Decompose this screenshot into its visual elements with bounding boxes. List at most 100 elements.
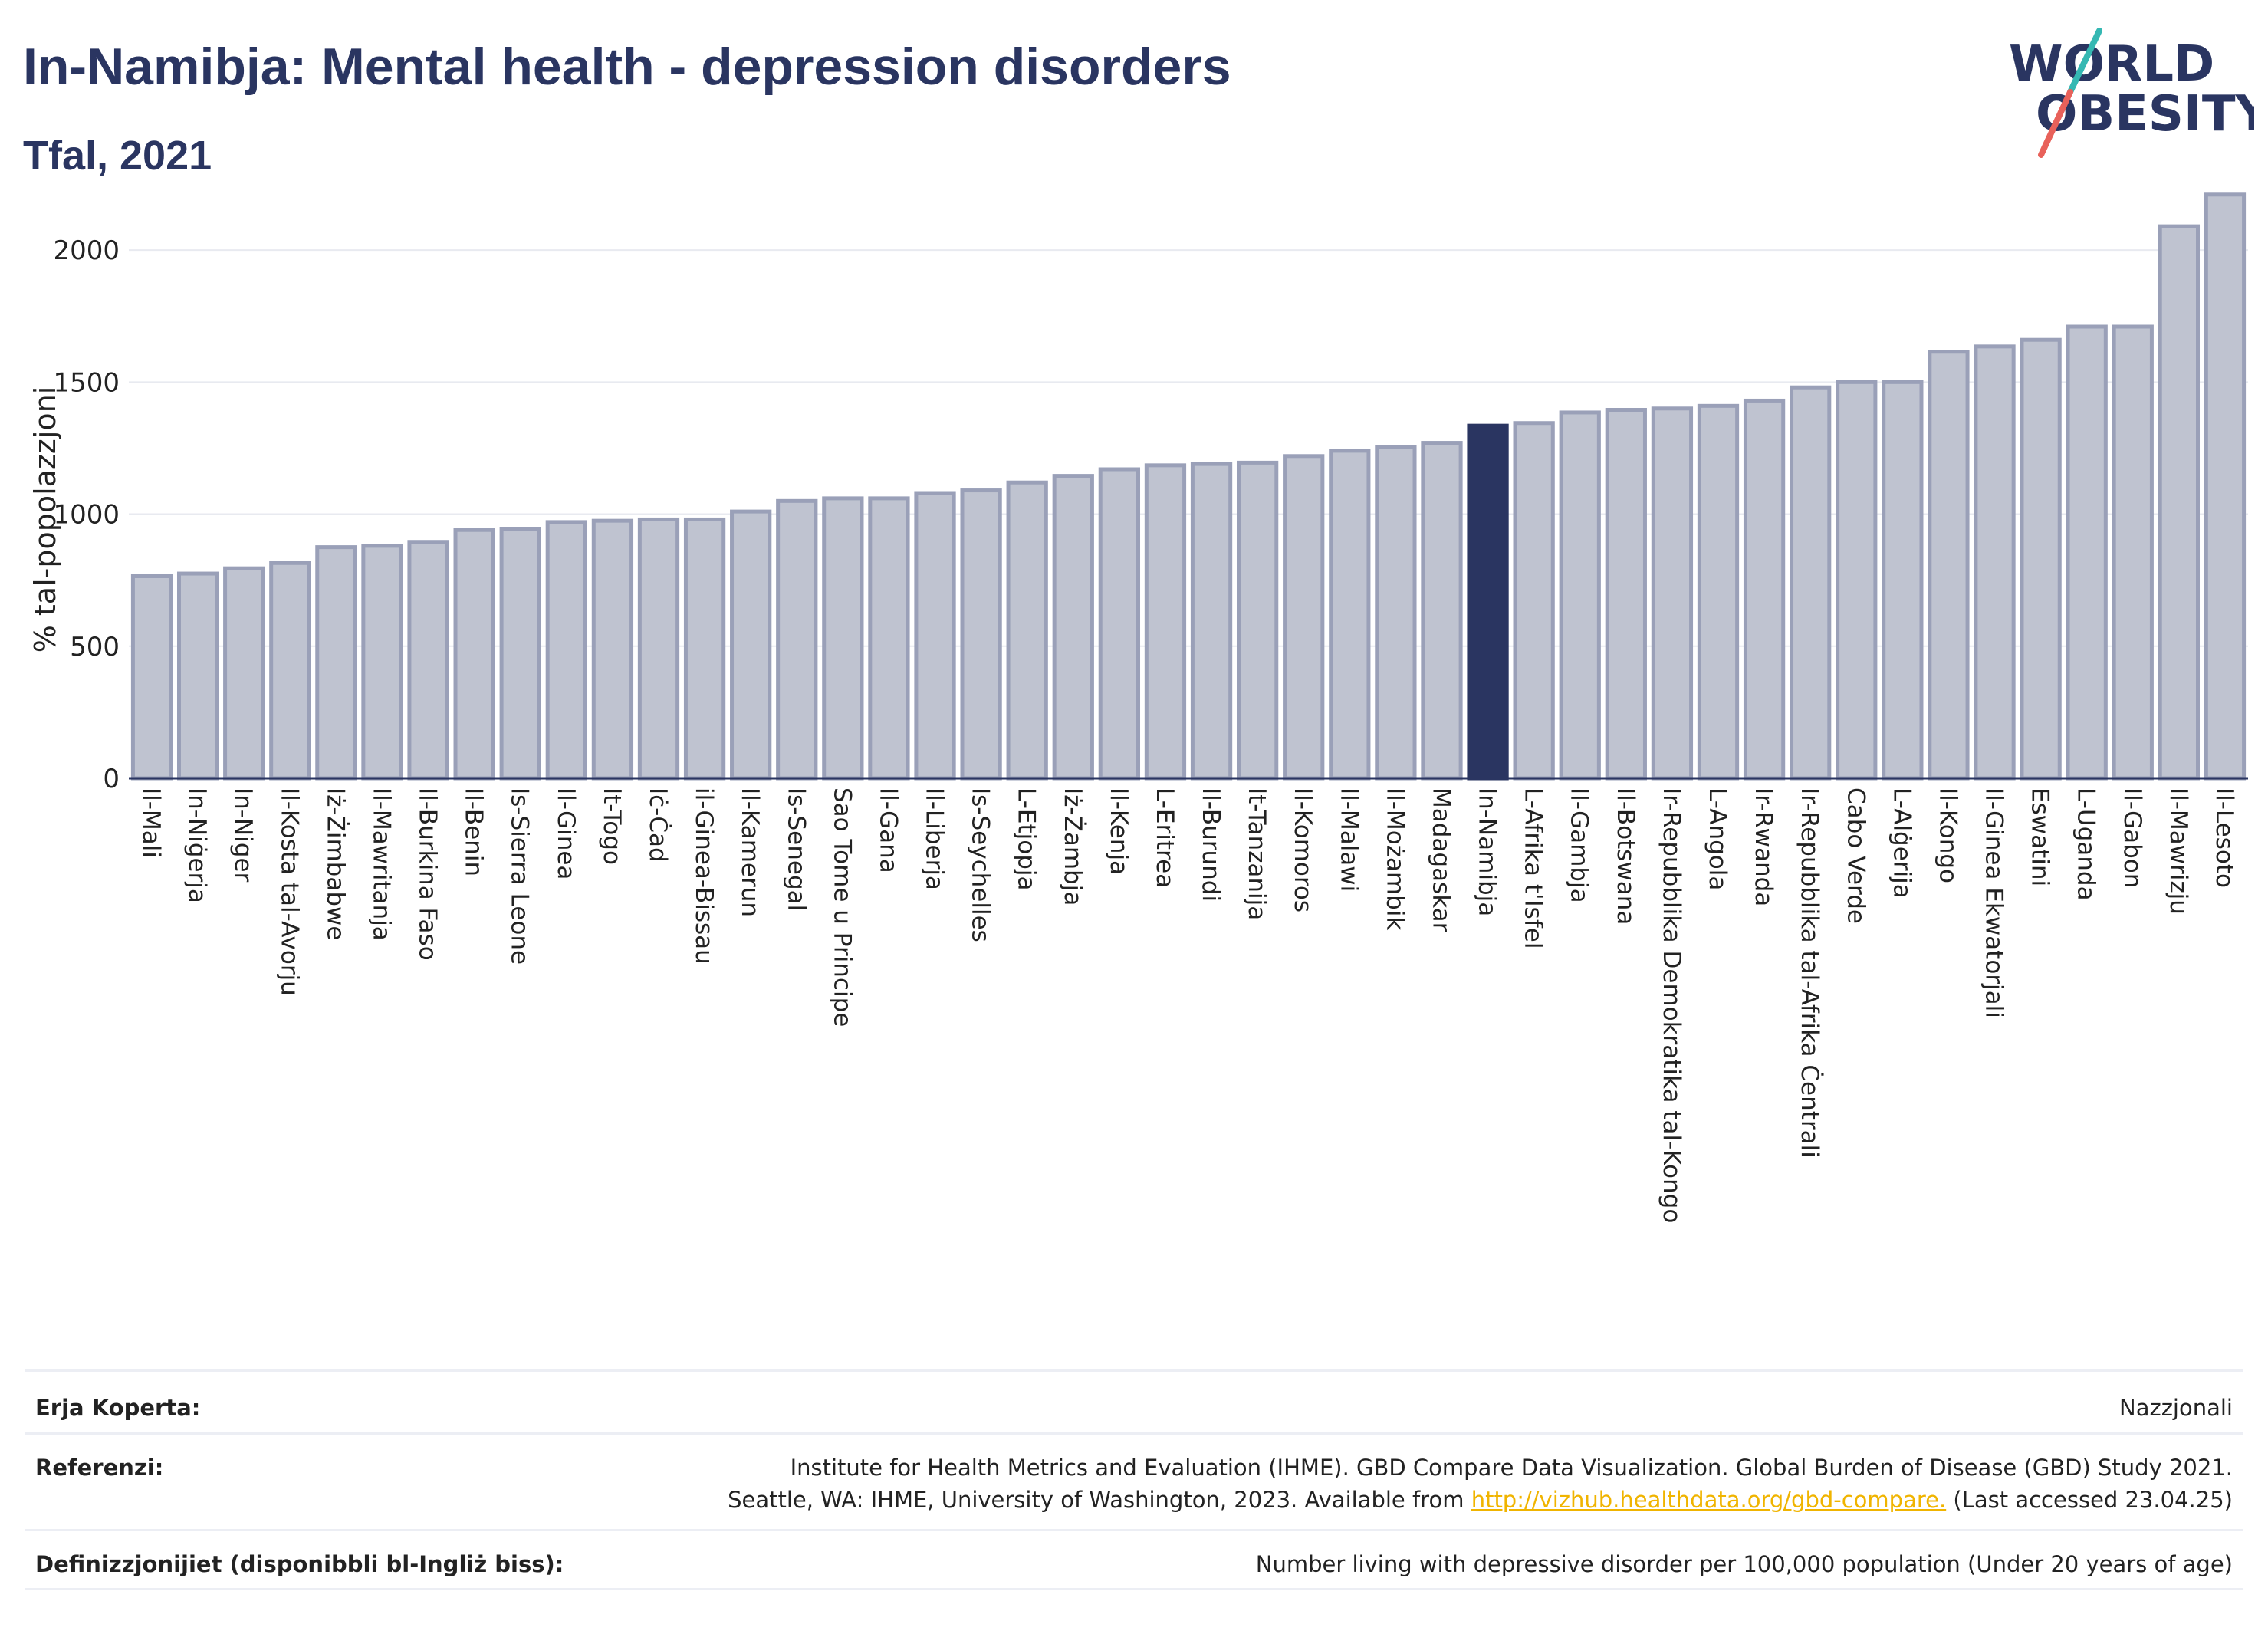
bar	[2020, 337, 2062, 781]
x-category-label: L-Afrika t'Isfel	[1520, 787, 1547, 949]
x-category-label: Il-Kamerun	[736, 787, 764, 917]
x-category-label: L-Etjopja	[1013, 787, 1040, 891]
bar	[1974, 344, 2016, 781]
x-category-label: Iż-Żimbabwe	[321, 787, 349, 940]
references-line2: Seattle, WA: IHME, University of Washing…	[728, 1487, 1471, 1513]
x-category-label: It-Togo	[598, 787, 626, 865]
bar	[2066, 324, 2108, 781]
bar	[1052, 474, 1094, 781]
x-category-label: Il-Burkina Faso	[414, 787, 442, 961]
x-category-label: Il-Ginea	[552, 787, 580, 879]
y-tick-label: 1000	[53, 500, 120, 531]
footer-table: Erja Koperta: Nazzjonali Referenzi: Inst…	[25, 1369, 2243, 1590]
x-category-label: Il-Możambik	[1381, 787, 1408, 930]
x-category-label: Il-Malawi	[1335, 787, 1362, 892]
x-category-label: Il-Mawritanja	[367, 787, 395, 941]
bar	[499, 527, 541, 781]
x-category-label: L-Eritrea	[1151, 787, 1178, 888]
x-category-label: Il-Kosta tal-Avorju	[275, 787, 303, 996]
definitions-value: Number living with depressive disorder p…	[1255, 1551, 2233, 1577]
bar	[2204, 192, 2247, 781]
logo-slash-red	[2038, 89, 2073, 158]
x-category-label: Il-Botswana	[1612, 787, 1639, 925]
logo-slash-teal	[2067, 28, 2102, 95]
bar	[2158, 224, 2201, 781]
x-category-label: Cabo Verde	[1842, 787, 1869, 924]
world-obesity-logo: WORLD OBESITY	[2009, 28, 2254, 158]
bar	[1283, 454, 1325, 781]
references-line1: Institute for Health Metrics and Evaluat…	[790, 1455, 2233, 1481]
x-category-label: In-Niġerja	[183, 787, 211, 903]
x-category-label: Il-Mawrizju	[2164, 787, 2192, 915]
footer-row-definitions: Definizzjonijiet (disponibbli bl-Ingliż …	[25, 1529, 2243, 1590]
bar	[914, 491, 956, 781]
bar	[361, 544, 403, 781]
bar	[1790, 385, 1832, 781]
page-subtitle: Tfal, 2021	[23, 133, 212, 179]
x-category-label: Iż-Żambja	[1059, 787, 1086, 906]
x-category-label: Ir-Rwanda	[1750, 787, 1777, 906]
bar	[591, 518, 634, 781]
references-suffix: (Last accessed 23.04.25)	[1946, 1487, 2233, 1513]
references-label: Referenzi:	[35, 1455, 164, 1481]
bar	[1190, 462, 1233, 781]
x-category-label: Il-Mali	[137, 787, 165, 858]
bar	[1421, 441, 1463, 781]
bar	[1836, 380, 1878, 781]
footer-row-coverage: Erja Koperta: Nazzjonali	[25, 1369, 2243, 1432]
x-category-label: Iċ-Ċad	[644, 787, 672, 863]
x-category-label: L-Uganda	[2072, 787, 2100, 901]
bar	[545, 520, 587, 781]
x-category-label: Il-Lesoto	[2210, 787, 2238, 888]
x-category-label: il-Ginea-Bissau	[690, 787, 718, 965]
y-tick-label: 2000	[53, 235, 120, 266]
bar	[683, 517, 726, 781]
bar	[776, 498, 818, 781]
footer-row-references: Referenzi: Institute for Health Metrics …	[25, 1432, 2243, 1529]
bar	[1559, 410, 1601, 781]
bar	[1236, 460, 1279, 781]
y-axis-title: % tal-popolazzjoni	[28, 386, 62, 653]
page-title: In-Namibja: Mental health - depression d…	[23, 38, 1231, 96]
bar	[730, 509, 772, 781]
bar	[1098, 467, 1141, 781]
references-value: Institute for Health Metrics and Evaluat…	[728, 1452, 2243, 1516]
coverage-value: Nazzjonali	[2119, 1395, 2233, 1421]
x-category-label: Il-Komoros	[1289, 787, 1316, 912]
bar	[269, 561, 311, 781]
bar	[176, 571, 219, 781]
bar	[1928, 350, 1970, 781]
references-link[interactable]: http://vizhub.healthdata.org/gbd-compare…	[1471, 1487, 1947, 1513]
x-category-label: Il-Kenja	[1105, 787, 1132, 875]
x-category-label: Ir-Repubblika tal-Afrika Ċentrali	[1796, 787, 1824, 1158]
x-category-label: L-Alġerija	[1888, 787, 1915, 899]
bar-chart: 0 500 1000 1500 2000 Il-Mali In-Niġerja In-Nig…	[28, 192, 2248, 1223]
bar	[1144, 463, 1187, 781]
bar	[1375, 445, 1417, 781]
bar	[2112, 324, 2154, 781]
x-category-label: In-Niger	[229, 787, 257, 883]
x-category-label: Il-Gambja	[1566, 787, 1593, 903]
x-category-label: Il-Gana	[874, 787, 902, 873]
bar	[1513, 421, 1555, 781]
x-category-label: Il-Kongo	[1934, 787, 1961, 883]
y-tick-label: 1500	[53, 367, 120, 398]
x-category-label: Il-Liberja	[921, 787, 948, 890]
y-tick-label: 0	[103, 764, 120, 794]
bar	[1329, 449, 1371, 781]
x-category-label: Eswatini	[2026, 787, 2054, 886]
bar	[407, 540, 449, 781]
x-category-label: Is-Seychelles	[967, 787, 994, 942]
bar	[130, 574, 173, 781]
x-category-label: Is-Senegal	[782, 787, 810, 911]
x-category-label: Is-Sierra Leone	[506, 787, 534, 965]
bar	[223, 566, 265, 781]
x-category-label: Madagaskar	[1427, 787, 1454, 932]
x-category-label: Ir-Repubblika Demokratika tal-Kongo	[1658, 787, 1685, 1223]
bar	[1882, 380, 1924, 781]
logo-line2: OBESITY	[2036, 86, 2254, 143]
x-category-label: Sao Tome u Principe	[828, 787, 856, 1027]
bar	[1743, 398, 1786, 781]
bar-highlighted	[1467, 423, 1509, 781]
bar	[960, 488, 1002, 781]
